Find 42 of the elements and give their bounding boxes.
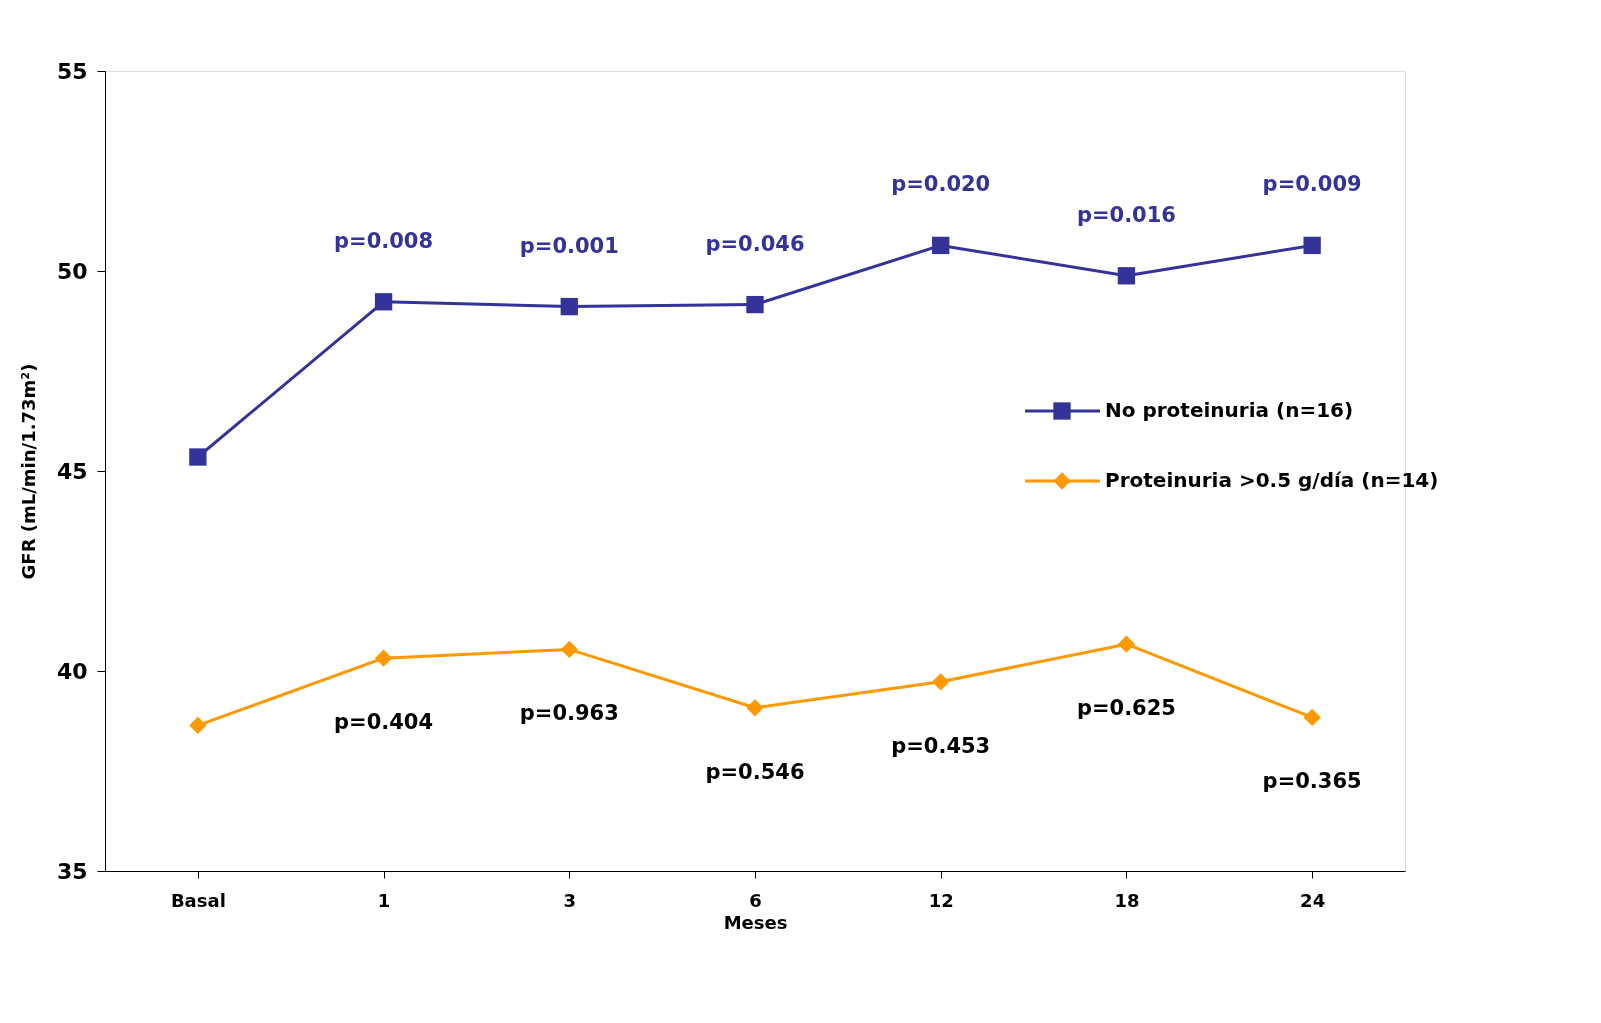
point [189, 716, 207, 735]
y-axis-title: GFR (mL/min/1.73m²) [17, 363, 39, 580]
point [374, 649, 393, 667]
x-tick-label: 12 [928, 889, 954, 911]
annotation: p=0.963 [519, 701, 619, 726]
annotation: p=0.016 [1076, 202, 1176, 227]
x-tick-label: Basal [170, 889, 226, 911]
x-tick-label: 1 [377, 889, 391, 911]
annotation: p=0.009 [1262, 172, 1362, 197]
annotation: p=0.001 [519, 233, 619, 258]
point [1303, 708, 1321, 727]
point [932, 673, 950, 691]
annotation: p=0.046 [705, 231, 805, 256]
point [1117, 635, 1136, 653]
x-tick-label: 3 [563, 889, 577, 911]
x-tick-label: 6 [749, 889, 762, 911]
annotation: p=0.008 [334, 228, 434, 253]
annotation: p=0.453 [891, 733, 991, 758]
legend-label: Proteinuria >0.5 g/día (n=14) [1105, 468, 1439, 492]
annotation: p=0.625 [1076, 696, 1176, 721]
y-tick-label: 50 [56, 258, 88, 284]
y-tick-label: 40 [56, 658, 88, 684]
point [560, 297, 578, 316]
point [1117, 267, 1136, 285]
annotation: p=0.404 [334, 710, 434, 735]
y-tick-label: 45 [56, 458, 88, 484]
point [189, 448, 207, 466]
point [746, 699, 764, 717]
point [746, 295, 764, 314]
point [1303, 236, 1321, 255]
x-tick-label: 24 [1300, 889, 1326, 911]
x-tick-label: 18 [1114, 889, 1140, 911]
point [932, 236, 950, 255]
point [374, 293, 393, 311]
annotation: p=0.546 [705, 759, 805, 784]
legend-label: No proteinuria (n=16) [1105, 398, 1354, 422]
annotation: p=0.020 [891, 172, 991, 197]
y-tick-label: 55 [56, 58, 88, 84]
x-axis-title: Meses [723, 911, 788, 933]
y-tick-label: 35 [56, 858, 88, 884]
annotation: p=0.365 [1262, 769, 1362, 794]
point [560, 640, 578, 659]
